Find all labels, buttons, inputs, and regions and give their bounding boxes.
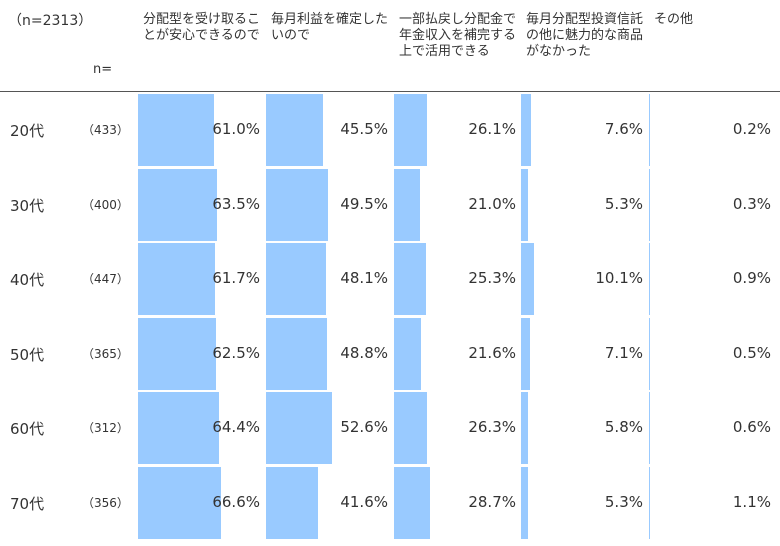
bar [266, 94, 323, 166]
data-label: 61.0% [212, 120, 260, 138]
bar [138, 466, 221, 539]
data-label: 48.8% [340, 343, 388, 362]
data-label: 0.2% [732, 120, 771, 138]
data-label: 7.1% [604, 343, 643, 362]
column-header-3: 一部払戻し分配金で年金収入を補完する上で活用できる [399, 12, 517, 59]
bar [138, 392, 219, 464]
bar [649, 94, 650, 166]
data-label: 0.9% [732, 269, 771, 287]
bar [394, 317, 421, 390]
data-label: 5.3% [604, 492, 643, 511]
data-label: 52.6% [340, 418, 388, 436]
row-n-count: （356） [82, 495, 129, 510]
row-label: 30代 [10, 196, 45, 215]
data-label: 62.5% [212, 343, 260, 362]
data-label: 7.6% [604, 120, 643, 138]
bar [138, 168, 217, 241]
column-header-1: 分配型を受け取ることが安心できるので [143, 12, 261, 43]
data-label: 63.5% [212, 194, 260, 213]
data-label: 49.5% [340, 194, 388, 213]
sample-size: （n=2313） [8, 13, 93, 29]
row-n-count: （312） [82, 421, 129, 435]
bar [394, 168, 420, 241]
data-label: 10.1% [595, 269, 643, 287]
data-label: 48.1% [340, 269, 388, 287]
bar [394, 466, 430, 539]
data-label: 5.8% [604, 418, 643, 436]
data-label: 28.7% [468, 492, 516, 511]
data-label: 26.1% [468, 120, 516, 138]
bar [138, 317, 216, 390]
n-column-label: n= [93, 62, 113, 77]
row-label: 20代 [10, 122, 45, 140]
row-label: 70代 [10, 494, 45, 513]
column-header-4: 毎月分配型投資信託の他に魅力的な商品がなかった [526, 12, 644, 59]
bar [394, 243, 426, 315]
bar [266, 317, 327, 390]
bar [521, 392, 528, 464]
bar [649, 392, 650, 464]
bar [266, 466, 318, 539]
row-n-count: （433） [82, 123, 129, 137]
header-divider [0, 91, 780, 92]
data-label: 1.1% [732, 492, 771, 511]
data-label: 0.3% [732, 194, 771, 213]
bar [394, 94, 427, 166]
data-label: 61.7% [212, 269, 260, 287]
bar [394, 392, 427, 464]
bar [521, 466, 528, 539]
row-label: 50代 [10, 345, 45, 364]
bar [521, 94, 531, 166]
data-label: 21.6% [468, 343, 516, 362]
row-label: 60代 [10, 420, 45, 438]
row-n-count: （400） [82, 197, 129, 212]
data-label: 21.0% [468, 194, 516, 213]
bar [266, 168, 328, 241]
data-label: 25.3% [468, 269, 516, 287]
bar [521, 243, 534, 315]
data-label: 41.6% [340, 492, 388, 511]
row-label: 40代 [10, 271, 45, 289]
bar [649, 243, 650, 315]
data-label: 0.6% [732, 418, 771, 436]
bar [266, 243, 326, 315]
column-header-2: 毎月利益を確定したいので [271, 12, 389, 43]
data-label: 64.4% [212, 418, 260, 436]
data-label: 5.3% [604, 194, 643, 213]
bar [521, 168, 528, 241]
column-header-5: その他 [654, 12, 694, 27]
bar [266, 392, 332, 464]
row-n-count: （447） [82, 272, 129, 286]
data-label: 45.5% [340, 120, 388, 138]
bar [138, 94, 214, 166]
data-label: 66.6% [212, 492, 260, 511]
data-label: 26.3% [468, 418, 516, 436]
bar [649, 168, 650, 241]
bar [649, 466, 650, 539]
bar [521, 317, 530, 390]
bar [138, 243, 215, 315]
bar [649, 317, 650, 390]
row-n-count: （365） [82, 346, 129, 361]
data-label: 0.5% [732, 343, 771, 362]
